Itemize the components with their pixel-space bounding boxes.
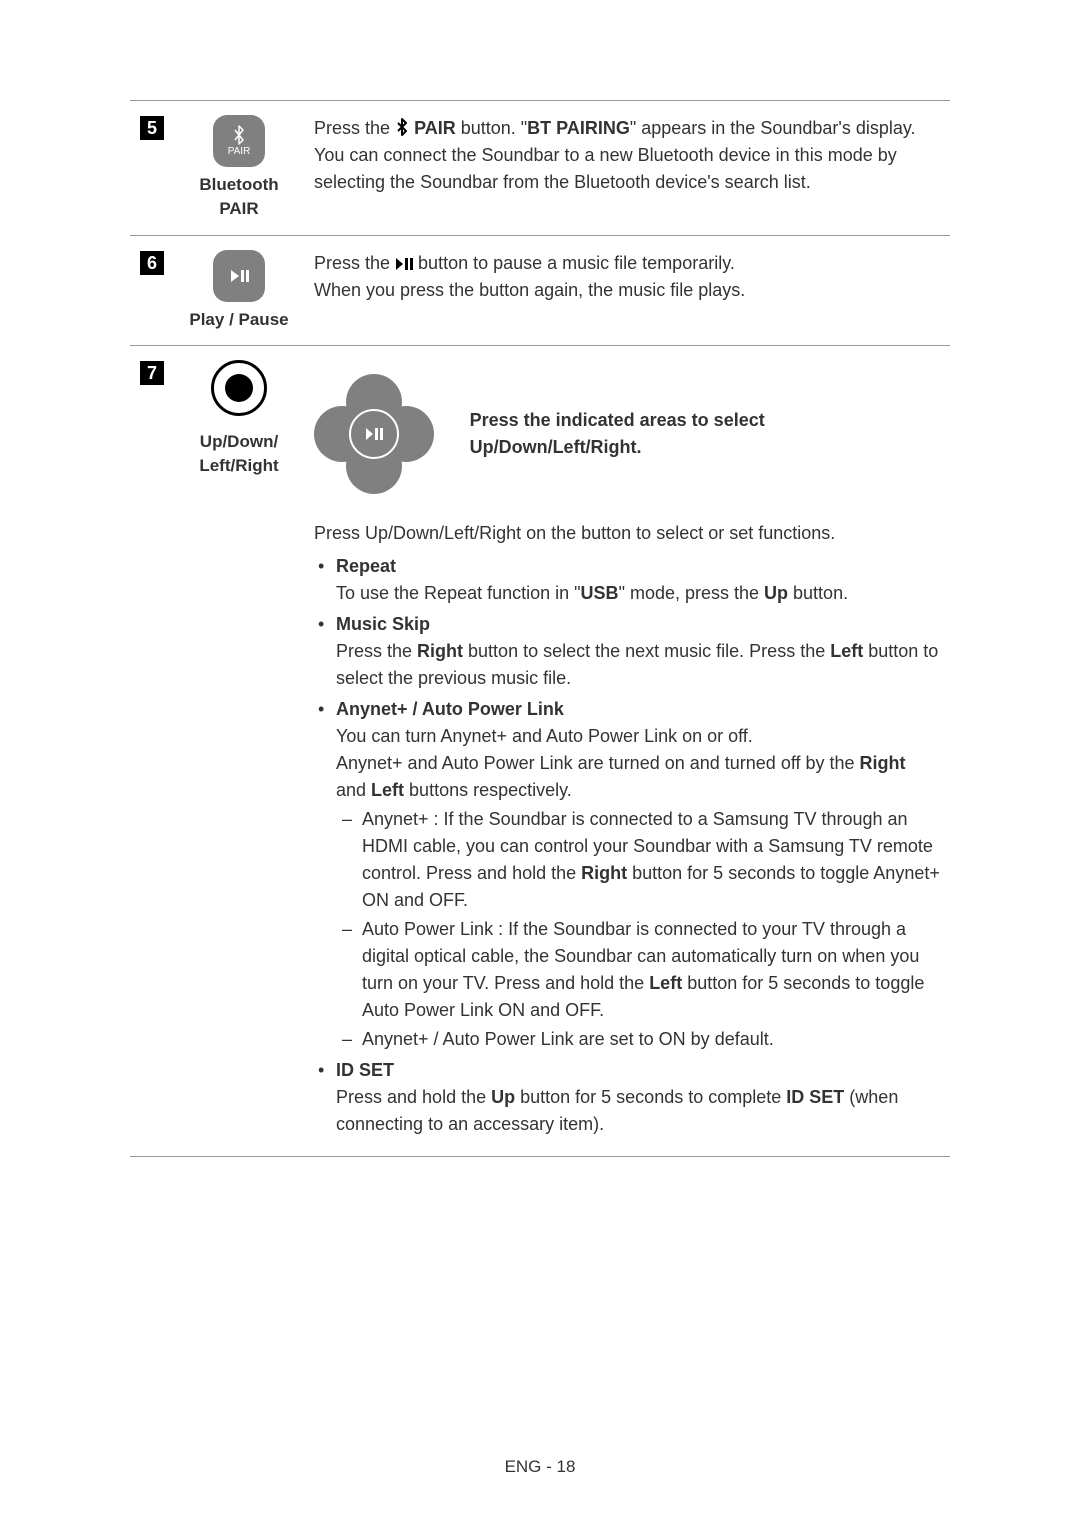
play-pause-icon	[395, 257, 413, 271]
table-row: 7 Up/Down/ Left/Right	[130, 346, 950, 1157]
bold-text: Right	[417, 641, 463, 661]
text: To use the Repeat function in "	[336, 583, 581, 603]
icon-cell: PAIR Bluetooth PAIR	[174, 101, 304, 236]
bold-text: PAIR	[414, 118, 456, 138]
list-item: ID SET Press and hold the Up button for …	[314, 1057, 940, 1138]
dpad-graphic	[314, 374, 434, 494]
play-pause-icon	[229, 268, 249, 284]
bold-text: Right	[581, 863, 627, 883]
text: and	[336, 780, 371, 800]
remote-control-table: 5 PAIR Bluetooth PAIR Press the PAIR but…	[130, 100, 950, 1157]
text: Anynet+ / Auto Power Link are set to ON …	[362, 1029, 774, 1049]
play-pause-icon	[365, 427, 383, 441]
item-title: Anynet+ / Auto Power Link	[336, 699, 564, 719]
table-row: 6 Play / Pause Press the button to pause…	[130, 235, 950, 346]
list-item: Anynet+ / Auto Power Link are set to ON …	[336, 1026, 940, 1053]
bold-text: ID SET	[786, 1087, 844, 1107]
description-cell: Press the PAIR button. "BT PAIRING" appe…	[304, 101, 950, 236]
dpad-button-icon	[211, 360, 267, 416]
item-title: ID SET	[336, 1060, 394, 1080]
row-number-cell: 7	[130, 346, 174, 1157]
number-badge: 6	[140, 251, 164, 275]
icon-label: Up/Down/ Left/Right	[184, 430, 294, 478]
text: Press the	[336, 641, 417, 661]
dpad-diagram: Press the indicated areas to select Up/D…	[314, 374, 940, 494]
intro-text: Press Up/Down/Left/Right on the button t…	[314, 520, 940, 547]
number-badge: 7	[140, 361, 164, 385]
bold-text: Up	[764, 583, 788, 603]
bluetooth-pair-icon: PAIR	[213, 115, 265, 167]
list-item: Music Skip Press the Right button to sel…	[314, 611, 940, 692]
item-title: Repeat	[336, 556, 396, 576]
description-cell: Press the button to pause a music file t…	[304, 235, 950, 346]
icon-label: Play / Pause	[184, 308, 294, 332]
text: Press the	[314, 253, 395, 273]
item-title: Music Skip	[336, 614, 430, 634]
text: buttons respectively.	[404, 780, 572, 800]
bullet-list: Repeat To use the Repeat function in "US…	[314, 553, 940, 1138]
number-badge: 5	[140, 116, 164, 140]
page-container: 5 PAIR Bluetooth PAIR Press the PAIR but…	[0, 0, 1080, 1537]
list-item: Anynet+ / Auto Power Link You can turn A…	[314, 696, 940, 1053]
bluetooth-icon	[231, 124, 247, 146]
text: button to pause a music file temporarily…	[413, 253, 735, 273]
text: button for 5 seconds to complete	[515, 1087, 786, 1107]
page-footer: ENG - 18	[130, 1457, 950, 1477]
text: Anynet+ and Auto Power Link are turned o…	[336, 753, 860, 773]
icon-label: Bluetooth PAIR	[184, 173, 294, 221]
row-number-cell: 6	[130, 235, 174, 346]
bold-text: Left	[371, 780, 404, 800]
table-row: 5 PAIR Bluetooth PAIR Press the PAIR but…	[130, 101, 950, 236]
bold-text: USB	[581, 583, 619, 603]
description-cell: Press the indicated areas to select Up/D…	[304, 346, 950, 1157]
list-item: Anynet+ : If the Soundbar is connected t…	[336, 806, 940, 914]
text: You can connect the Soundbar to a new Bl…	[314, 142, 940, 196]
text: When you press the button again, the mus…	[314, 277, 940, 304]
dpad-caption: Press the indicated areas to select Up/D…	[470, 407, 940, 461]
text: button.	[788, 583, 848, 603]
list-item: Repeat To use the Repeat function in "US…	[314, 553, 940, 607]
text: " appears in the Soundbar's display.	[630, 118, 916, 138]
row-number-cell: 5	[130, 101, 174, 236]
text: button. "	[456, 118, 527, 138]
pair-small-label: PAIR	[228, 144, 251, 159]
text: " mode, press the	[619, 583, 764, 603]
bluetooth-icon	[395, 118, 409, 136]
play-pause-button-icon	[213, 250, 265, 302]
icon-cell: Up/Down/ Left/Right	[174, 346, 304, 1157]
bold-text: Left	[649, 973, 682, 993]
text: Press the	[314, 118, 395, 138]
bold-text: Right	[860, 753, 906, 773]
icon-cell: Play / Pause	[174, 235, 304, 346]
list-item: Auto Power Link : If the Soundbar is con…	[336, 916, 940, 1024]
text: You can turn Anynet+ and Auto Power Link…	[336, 726, 753, 746]
text: Press and hold the	[336, 1087, 491, 1107]
bold-text: Left	[830, 641, 863, 661]
bold-text: BT PAIRING	[527, 118, 630, 138]
bold-text: Up	[491, 1087, 515, 1107]
sub-list: Anynet+ : If the Soundbar is connected t…	[336, 806, 940, 1053]
text: button to select the next music file. Pr…	[463, 641, 830, 661]
